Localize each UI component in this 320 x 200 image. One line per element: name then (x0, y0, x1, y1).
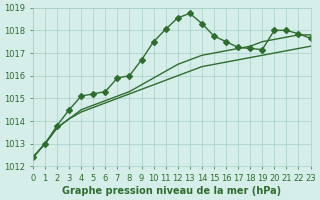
X-axis label: Graphe pression niveau de la mer (hPa): Graphe pression niveau de la mer (hPa) (62, 186, 281, 196)
